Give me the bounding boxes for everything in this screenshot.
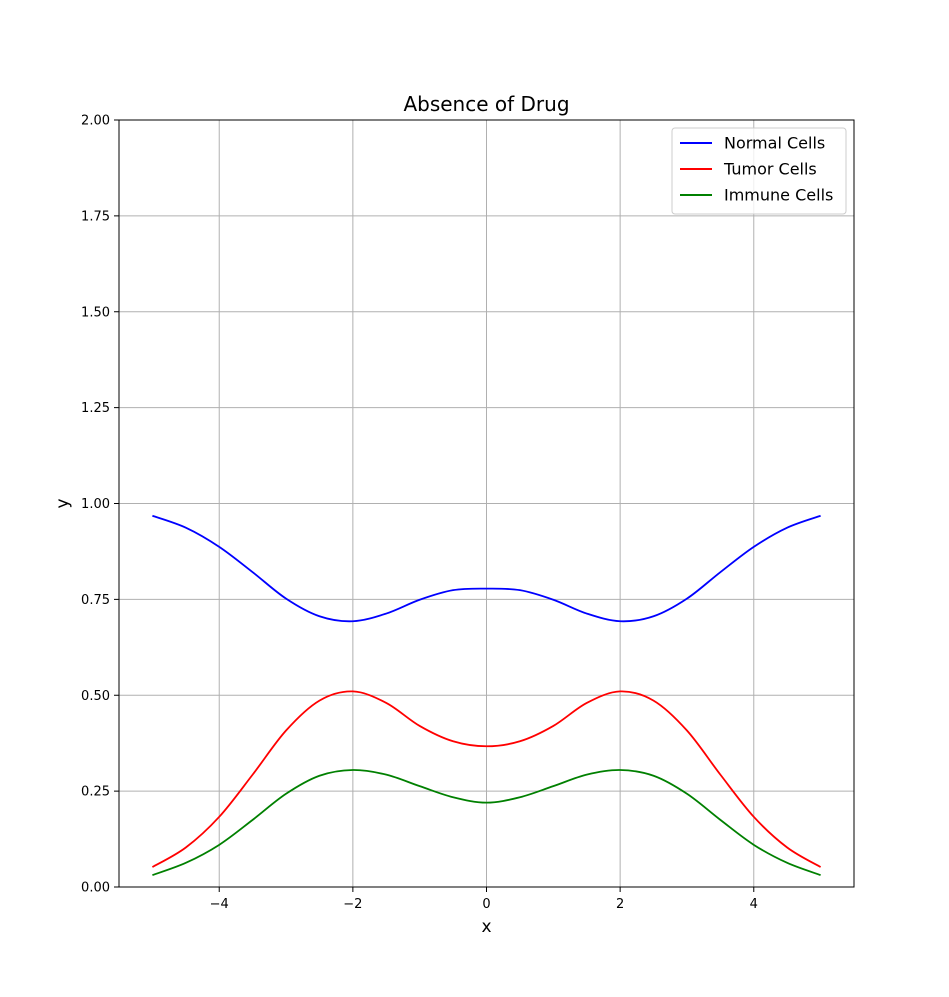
legend: Normal Cells Tumor Cells Immune Cells <box>671 127 847 215</box>
y-tick-label: 1.50 <box>81 305 110 320</box>
axis-ticks: −4 −2 0 2 4 0.00 0.25 0.50 0.75 1.00 1.25 1.50 1.75 2… <box>81 114 758 913</box>
legend-box <box>671 127 847 215</box>
y-tick-label: 1.00 <box>81 497 110 512</box>
y-tick-label: 0.25 <box>81 785 110 800</box>
y-tick-label: 2.00 <box>81 114 110 129</box>
series-line-normal-cells <box>152 514 821 623</box>
series-lines <box>151 514 822 876</box>
legend-label: Normal Cells <box>724 134 825 153</box>
y-tick-label: 1.25 <box>81 401 110 416</box>
x-tick-label: −4 <box>210 897 229 912</box>
x-tick-label: 0 <box>482 897 490 912</box>
x-tick-label: 4 <box>750 897 758 912</box>
x-tick-label: 2 <box>616 897 624 912</box>
x-tick-label: −2 <box>343 897 362 912</box>
chart-title: Absence of Drug <box>403 92 569 116</box>
y-tick-label: 1.75 <box>81 209 110 224</box>
y-tick-label: 0.50 <box>81 689 110 704</box>
x-axis-label: x <box>481 917 491 937</box>
y-tick-label: 0.75 <box>81 593 110 608</box>
y-tick-label: 0.00 <box>81 881 110 896</box>
y-axis-label: y <box>53 498 73 508</box>
legend-label: Tumor Cells <box>723 160 817 179</box>
series-line-tumor-cells <box>151 690 822 868</box>
legend-label: Immune Cells <box>724 186 833 205</box>
series-line-immune-cells <box>152 769 821 876</box>
